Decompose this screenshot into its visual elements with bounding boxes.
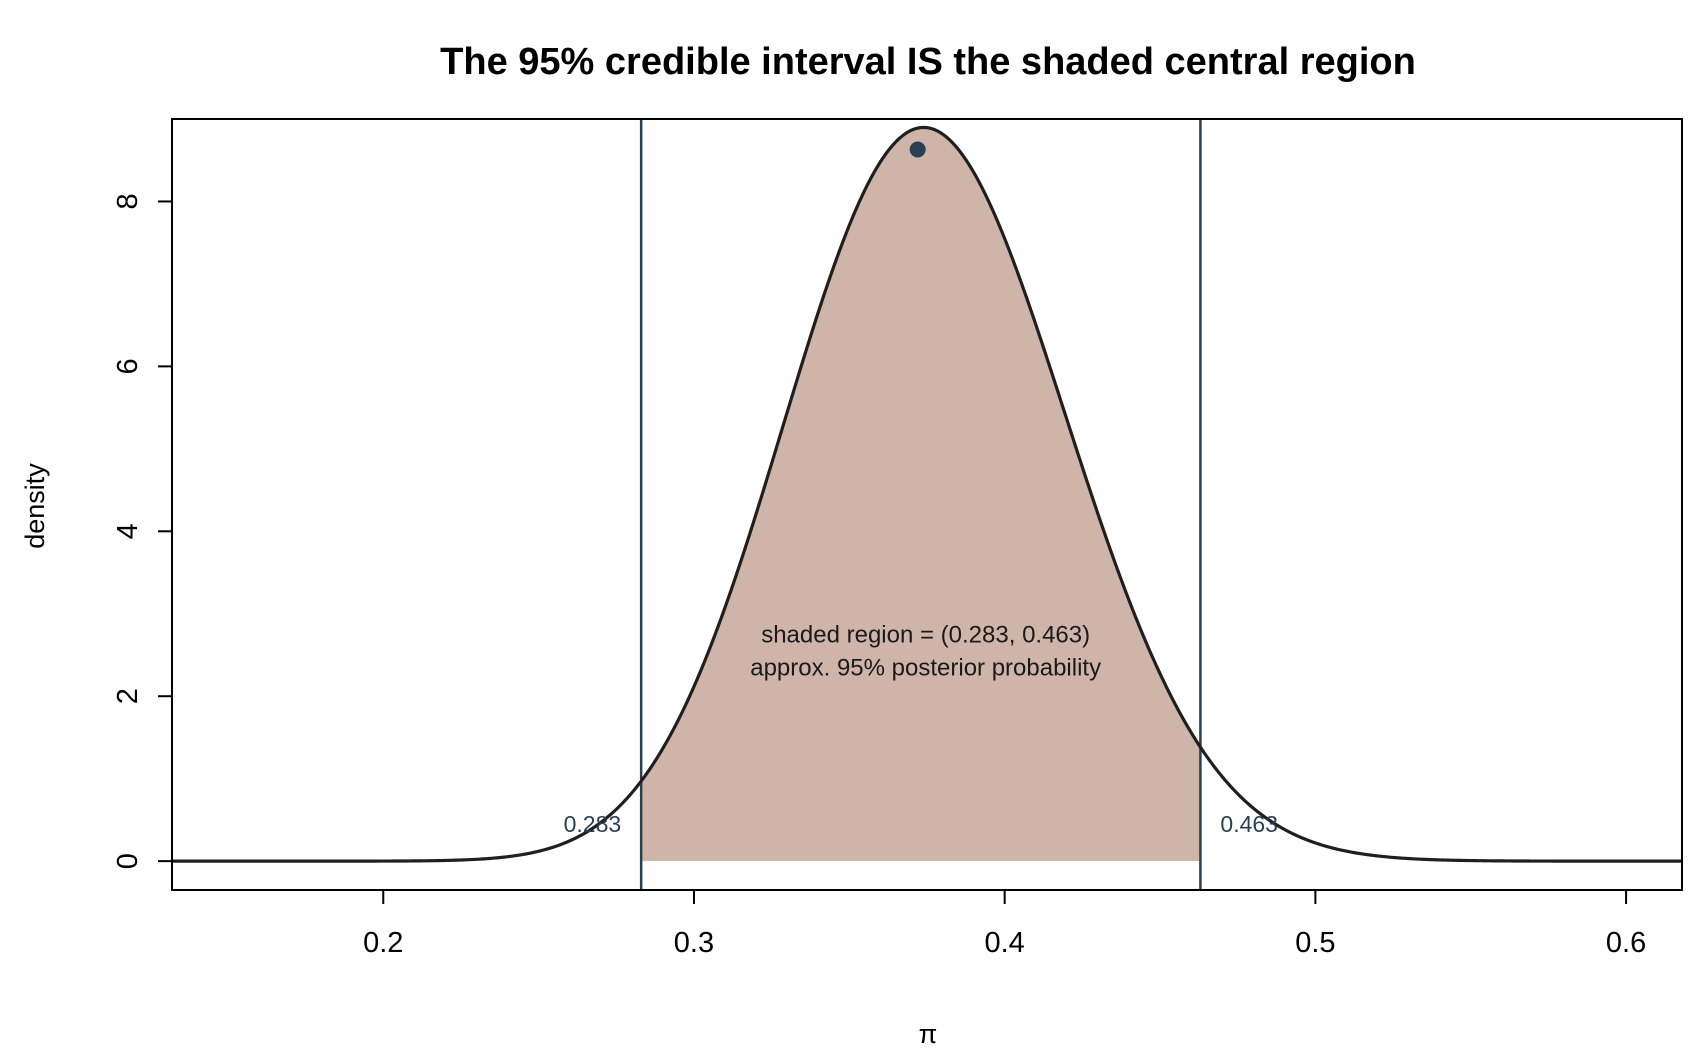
y-tick-label: 8	[112, 193, 144, 209]
density-curve	[172, 125, 1682, 863]
shaded-region-layer	[641, 127, 1201, 862]
y-tick-label: 2	[112, 688, 144, 704]
x-tick-label: 0.2	[363, 927, 403, 959]
mode-point-layer	[909, 141, 926, 158]
lower-bound-label: 0.283	[564, 811, 622, 837]
annotation-line-2: approx. 95% posterior probability	[750, 654, 1101, 681]
y-axis: 0 2 4 6 8	[112, 193, 172, 869]
x-tick-label: 0.3	[674, 927, 714, 959]
x-tick-label: 0.4	[985, 927, 1025, 959]
y-tick-label: 0	[112, 853, 144, 869]
y-axis-label: density	[20, 463, 50, 549]
plot-frame	[171, 118, 1683, 891]
y-tick-label: 6	[112, 358, 144, 374]
upper-bound-label: 0.463	[1220, 811, 1278, 837]
x-tick-label: 0.6	[1606, 927, 1646, 959]
annotation-layer: shaded region = (0.283, 0.463) approx. 9…	[564, 621, 1278, 837]
x-axis-label: π	[919, 1019, 938, 1049]
interval-bounds-layer	[639, 119, 1202, 890]
mode-point	[909, 141, 926, 158]
shaded-credible-region	[641, 127, 1201, 862]
x-tick-label: 0.5	[1295, 927, 1335, 959]
y-tick-label: 4	[112, 523, 144, 539]
chart-title: The 95% credible interval IS the shaded …	[440, 41, 1416, 83]
density-curve-layer	[172, 125, 1682, 863]
annotation-line-1: shaded region = (0.283, 0.463)	[761, 621, 1090, 648]
x-axis: 0.2 0.3 0.4 0.5 0.6	[363, 890, 1646, 959]
